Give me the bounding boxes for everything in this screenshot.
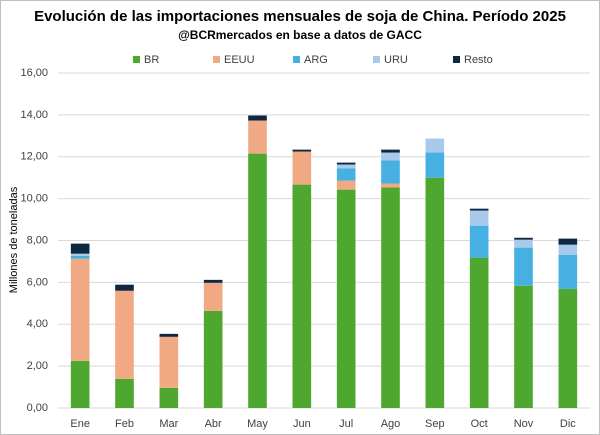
- x-tick-label: Dic: [560, 418, 576, 430]
- bar-segment: [381, 152, 400, 161]
- bar-segment: [70, 255, 90, 259]
- legend-label: EEUU: [224, 54, 255, 66]
- bar-segment: [70, 243, 90, 254]
- bar-segment: [425, 138, 445, 153]
- y-tick-label: 16,00: [20, 67, 48, 79]
- legend-label: ARG: [304, 54, 328, 66]
- y-tick-label: 10,00: [20, 193, 48, 205]
- bar-segment: [469, 257, 489, 408]
- bar-segment: [248, 115, 267, 121]
- bar-segment: [514, 247, 533, 286]
- bar-segment: [336, 164, 356, 169]
- bar-segment: [514, 239, 533, 248]
- bar-segment: [336, 180, 356, 190]
- y-tick-label: 12,00: [20, 151, 48, 163]
- bar-segment: [514, 237, 533, 240]
- bar-segment: [70, 253, 90, 256]
- x-tick-label: Oct: [471, 418, 488, 430]
- y-tick-label: 4,00: [27, 318, 48, 330]
- bar-segment: [115, 378, 134, 408]
- y-tick-label: 6,00: [27, 276, 48, 288]
- legend-label: URU: [384, 54, 408, 66]
- x-tick-label: Mar: [159, 418, 178, 430]
- bar-segment: [469, 208, 489, 211]
- bar-segment: [292, 149, 312, 152]
- bar-segment: [292, 184, 312, 408]
- bar-segment: [469, 210, 489, 226]
- bar-segment: [558, 238, 578, 245]
- y-tick-label: 2,00: [27, 360, 48, 372]
- bar-segment: [248, 153, 267, 408]
- legend-swatch: [133, 56, 140, 63]
- legend-swatch: [293, 56, 300, 63]
- bar-segment: [558, 244, 578, 255]
- bar-segment: [159, 336, 179, 388]
- bar-segment: [469, 225, 489, 258]
- bar-segment: [292, 151, 312, 185]
- bar-segment: [336, 168, 356, 181]
- x-tick-label: Ene: [70, 418, 90, 430]
- x-tick-label: Nov: [514, 418, 534, 430]
- bar-segment: [336, 189, 356, 408]
- x-tick-label: Sep: [425, 418, 445, 430]
- chart-subtitle: @BCRmercados en base a datos de GACC: [178, 28, 422, 42]
- chart-title: Evolución de las importaciones mensuales…: [34, 8, 566, 25]
- y-axis-label: Millones de toneladas: [8, 186, 20, 293]
- bar-segment: [381, 149, 400, 153]
- bar-segment: [203, 282, 223, 311]
- bar-segment: [381, 183, 400, 188]
- legend-swatch: [213, 56, 220, 63]
- bar-segment: [115, 290, 134, 379]
- legend-label: BR: [144, 54, 159, 66]
- bar-segment: [159, 333, 179, 337]
- y-tick-label: 8,00: [27, 234, 48, 246]
- x-tick-label: Jun: [293, 418, 311, 430]
- bar-segment: [425, 177, 445, 408]
- x-tick-label: Feb: [115, 418, 134, 430]
- bar-segment: [70, 258, 90, 361]
- bar-segment: [70, 360, 90, 408]
- bar-segment: [203, 310, 223, 408]
- y-tick-label: 0,00: [27, 402, 48, 414]
- bar-segment: [248, 120, 267, 154]
- x-tick-label: Abr: [205, 418, 222, 430]
- bar-segment: [514, 285, 533, 408]
- bar-segment: [558, 288, 578, 408]
- bar-segment: [115, 284, 134, 291]
- bar-segment: [336, 162, 356, 165]
- y-tick-label: 14,00: [20, 109, 48, 121]
- bar-segment: [425, 152, 445, 178]
- legend-swatch: [373, 56, 380, 63]
- x-tick-label: Ago: [381, 418, 401, 430]
- legend-swatch: [453, 56, 460, 63]
- bar-segment: [203, 279, 223, 283]
- bar-segment: [381, 187, 400, 408]
- x-tick-label: May: [247, 418, 268, 430]
- legend-label: Resto: [464, 54, 493, 66]
- bar-segment: [381, 160, 400, 184]
- bar-segment: [159, 387, 179, 408]
- x-tick-label: Jul: [339, 418, 353, 430]
- bar-segment: [558, 254, 578, 289]
